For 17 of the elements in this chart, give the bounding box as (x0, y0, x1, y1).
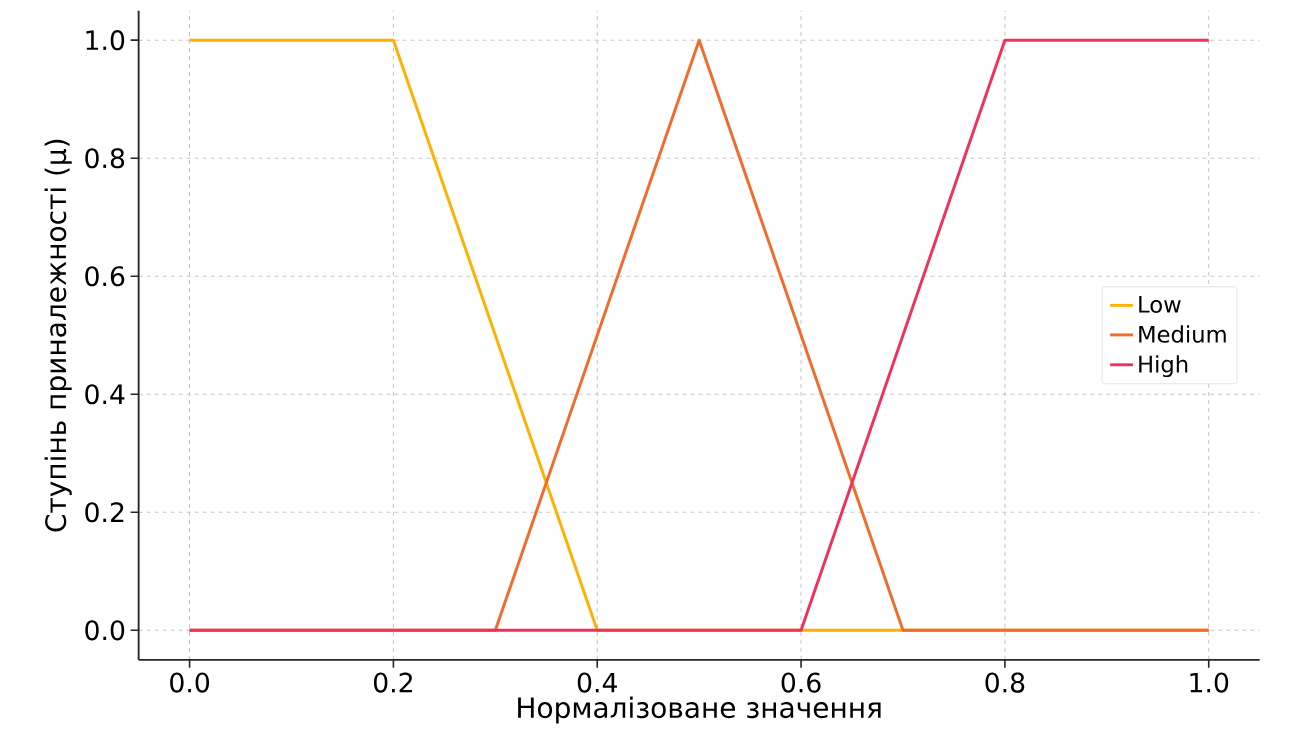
x-tick-label: 0.8 (985, 672, 1025, 693)
legend-label: High (1139, 354, 1188, 377)
x-tick-label: 1.0 (1190, 672, 1229, 693)
x-tick-label: 0.6 (781, 672, 821, 693)
legend-label: Low (1139, 295, 1181, 313)
y-tick-label: 1.0 (86, 29, 125, 51)
x-tick-label: 0.4 (577, 672, 617, 693)
y-tick-label: 0.2 (85, 501, 124, 523)
y-tick-label: 0.4 (85, 383, 125, 405)
x-tick-label: 0.0 (170, 672, 210, 693)
y-axis-title: Ступінь приналежності (μ) (44, 139, 72, 532)
y-tick-label: 0.0 (85, 620, 125, 641)
legend-label: Medium (1139, 325, 1226, 343)
y-tick-label: 0.8 (85, 147, 125, 169)
x-axis-title: Нормалізоване значення (518, 696, 881, 724)
x-tick-label: 0.2 (373, 672, 412, 693)
y-tick-label: 0.6 (85, 265, 125, 287)
